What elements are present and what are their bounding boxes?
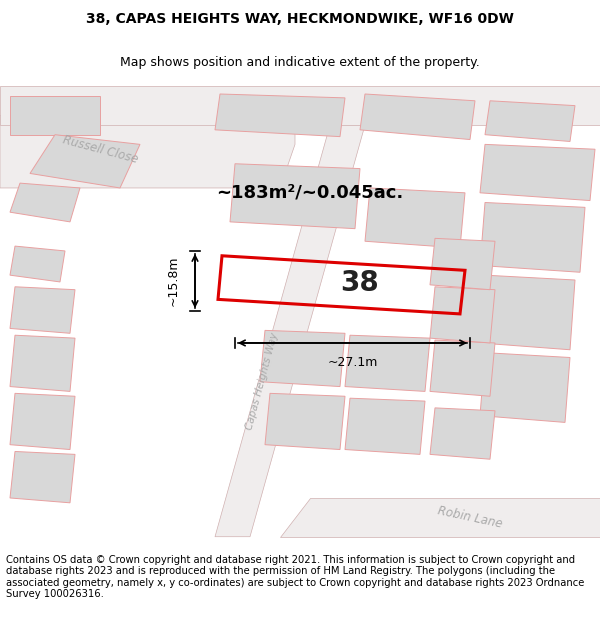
Polygon shape	[345, 398, 425, 454]
Polygon shape	[10, 96, 100, 134]
Polygon shape	[260, 331, 345, 386]
Text: Map shows position and indicative extent of the property.: Map shows position and indicative extent…	[120, 56, 480, 69]
Text: ~15.8m: ~15.8m	[167, 256, 179, 306]
Polygon shape	[480, 275, 575, 350]
Polygon shape	[10, 451, 75, 503]
Polygon shape	[230, 164, 360, 229]
Text: 38: 38	[341, 269, 379, 297]
Polygon shape	[215, 94, 345, 137]
Polygon shape	[365, 188, 465, 248]
Polygon shape	[10, 246, 65, 282]
Polygon shape	[215, 125, 365, 537]
Polygon shape	[10, 183, 80, 222]
Polygon shape	[345, 335, 430, 391]
Text: ~27.1m: ~27.1m	[328, 356, 377, 369]
Text: ~183m²/~0.045ac.: ~183m²/~0.045ac.	[217, 184, 404, 202]
Text: Capas Heights Way: Capas Heights Way	[244, 332, 280, 431]
Polygon shape	[280, 498, 600, 537]
Polygon shape	[265, 393, 345, 449]
Polygon shape	[430, 340, 495, 396]
Polygon shape	[480, 144, 595, 201]
Polygon shape	[430, 408, 495, 459]
Polygon shape	[430, 287, 495, 343]
Text: 38, CAPAS HEIGHTS WAY, HECKMONDWIKE, WF16 0DW: 38, CAPAS HEIGHTS WAY, HECKMONDWIKE, WF1…	[86, 12, 514, 26]
Polygon shape	[10, 287, 75, 333]
Text: Contains OS data © Crown copyright and database right 2021. This information is : Contains OS data © Crown copyright and d…	[6, 554, 584, 599]
Polygon shape	[10, 393, 75, 449]
Polygon shape	[360, 94, 475, 139]
Polygon shape	[480, 352, 570, 422]
Polygon shape	[485, 101, 575, 141]
Polygon shape	[430, 238, 495, 290]
Text: Robin Lane: Robin Lane	[436, 504, 503, 531]
Polygon shape	[0, 86, 600, 125]
Polygon shape	[30, 134, 140, 188]
Polygon shape	[10, 335, 75, 391]
Text: Russell Close: Russell Close	[61, 133, 139, 166]
Polygon shape	[0, 115, 295, 188]
Polygon shape	[480, 202, 585, 272]
